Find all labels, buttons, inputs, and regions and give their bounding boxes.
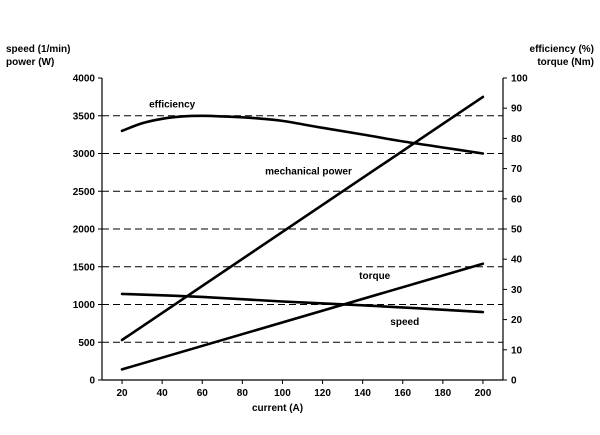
- left-tick-label-1000: 1000: [73, 300, 96, 311]
- left-axis-label-speed: speed (1/min): [6, 44, 71, 55]
- left-tick-label-2000: 2000: [73, 225, 96, 236]
- x-tick-label-140: 140: [354, 388, 371, 399]
- tick-labels: 0 500 1000 1500 2000 2500 3000 3500 4000 0 10 20 30 4…: [73, 74, 528, 400]
- series-annotations: efficiency mechanical power torque speed: [149, 99, 419, 327]
- left-tick-label-0: 0: [89, 376, 95, 387]
- series-lines: [120, 95, 485, 371]
- x-tick-label-120: 120: [314, 388, 331, 399]
- right-tick-label-100: 100: [511, 74, 528, 85]
- right-axis-label-torque: torque (Nm): [537, 57, 594, 68]
- annotation-mechanical-power: mechanical power: [265, 167, 352, 178]
- annotation-efficiency: efficiency: [149, 99, 196, 110]
- right-axis-label-efficiency: efficiency (%): [529, 44, 594, 55]
- x-tick-label-100: 100: [274, 388, 291, 399]
- annotation-torque: torque: [359, 271, 391, 282]
- right-tick-label-40: 40: [511, 255, 523, 266]
- right-tick-label-10: 10: [511, 345, 523, 356]
- x-tick-label-80: 80: [237, 388, 249, 399]
- right-tick-label-60: 60: [511, 194, 523, 205]
- x-axis-label: current (A): [252, 403, 304, 414]
- left-tick-label-500: 500: [78, 338, 95, 349]
- gridlines: [102, 115, 503, 343]
- series-line-efficiency: [120, 114, 485, 155]
- x-tick-label-160: 160: [394, 388, 411, 399]
- series-line-speed: [120, 292, 485, 314]
- right-tick-label-90: 90: [511, 104, 523, 115]
- left-tick-label-3000: 3000: [73, 149, 96, 160]
- x-tick-label-40: 40: [157, 388, 169, 399]
- left-tick-label-2500: 2500: [73, 187, 96, 198]
- right-tick-label-20: 20: [511, 315, 523, 326]
- x-tick-label-20: 20: [116, 388, 128, 399]
- right-tick-label-80: 80: [511, 134, 523, 145]
- x-tick-label-200: 200: [475, 388, 492, 399]
- left-tick-label-4000: 4000: [73, 74, 96, 85]
- series-line-mechanical-power: [120, 95, 485, 342]
- x-tick-label-60: 60: [197, 388, 209, 399]
- right-tick-label-0: 0: [511, 376, 517, 387]
- right-tick-label-30: 30: [511, 285, 523, 296]
- right-tick-label-70: 70: [511, 164, 523, 175]
- annotation-speed: speed: [390, 317, 419, 328]
- left-tick-label-3500: 3500: [73, 111, 96, 122]
- right-tick-label-50: 50: [511, 225, 523, 236]
- series-line-torque: [120, 262, 485, 371]
- left-axis-label-power: power (W): [6, 57, 55, 68]
- left-tick-label-1500: 1500: [73, 262, 96, 273]
- x-tick-label-180: 180: [435, 388, 452, 399]
